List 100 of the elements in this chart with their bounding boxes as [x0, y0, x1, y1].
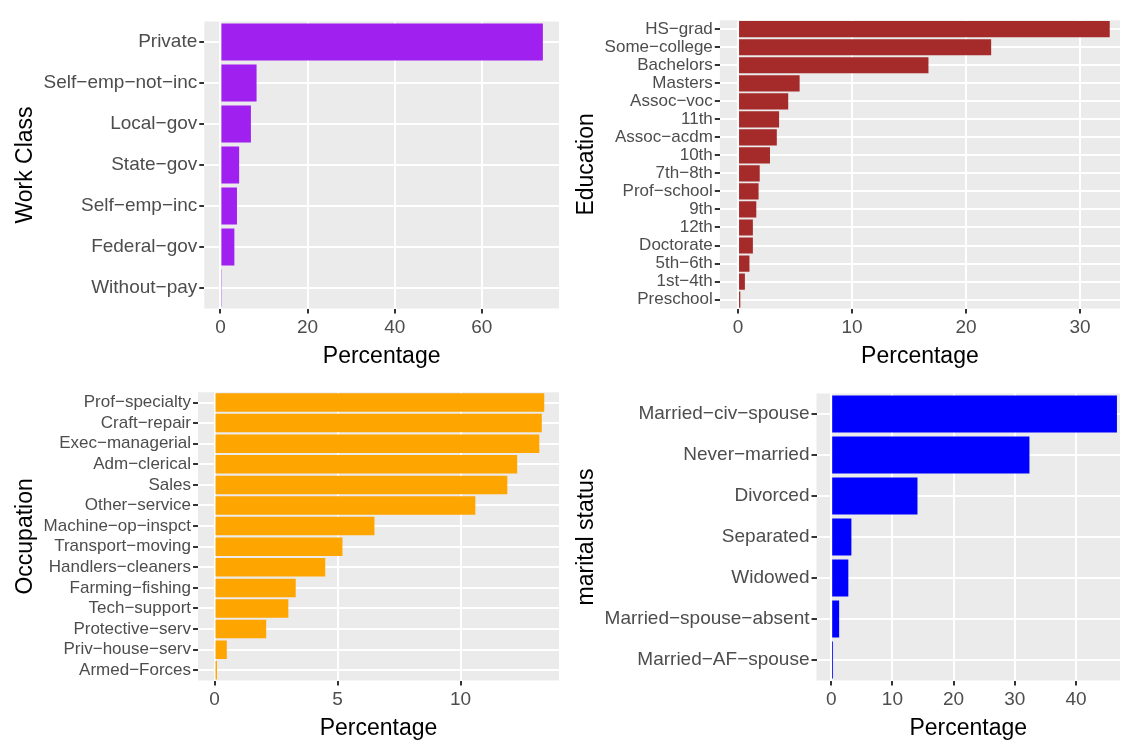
bar [832, 477, 918, 515]
x-tick-label: 60 [471, 316, 493, 338]
x-tick-label: 10 [881, 688, 903, 710]
x-tick-label: 5 [332, 688, 343, 710]
bar [739, 39, 992, 56]
bar [221, 105, 251, 143]
y-tick-label: Assoc−voc [630, 91, 714, 110]
bar [221, 146, 240, 184]
bar [221, 23, 543, 61]
y-tick-label: Sales [148, 474, 192, 494]
bar [215, 578, 296, 598]
y-axis-title: marital status [572, 468, 599, 606]
bar [221, 228, 235, 266]
y-tick-label: Priv−house−serv [63, 639, 192, 659]
y-tick-label: Federal−gov [91, 235, 198, 257]
y-tick-label: 9th [689, 199, 713, 219]
bar [739, 129, 777, 146]
bar [215, 516, 375, 536]
bar [215, 619, 267, 639]
y-tick-label: Self−emp−inc [81, 194, 198, 216]
x-tick-label: 10 [841, 316, 863, 338]
bar [739, 111, 780, 128]
y-tick-label: Transport−moving [54, 536, 192, 556]
y-tick-label: 1st−4th [656, 271, 713, 291]
y-tick-label: Married−spouse−absent [604, 607, 811, 629]
y-tick-label: Tech−support [88, 598, 192, 618]
y-tick-label: 12th [679, 217, 713, 237]
y-tick-label: Self−emp−not−inc [43, 71, 198, 93]
x-axis-title: Percentage [909, 713, 1028, 740]
y-tick-label: Exec−managerial [59, 433, 192, 453]
x-tick-label: 30 [1069, 316, 1091, 338]
y-tick-label: Married−civ−spouse [638, 402, 810, 424]
y-tick-label: Private [138, 30, 198, 52]
x-tick-label: 40 [1065, 688, 1087, 710]
y-tick-label: Armed−Forces [79, 659, 192, 679]
y-tick-label: State−gov [111, 153, 198, 175]
y-tick-label: Masters [652, 72, 713, 92]
y-tick-label: Divorced [734, 484, 810, 506]
bar [215, 393, 545, 412]
bar [215, 599, 289, 618]
y-tick-label: Other−service [84, 495, 192, 515]
bar [215, 537, 343, 556]
bar [739, 75, 800, 92]
y-tick-label: Without−pay [91, 276, 198, 298]
y-tick-label: 7th−8th [655, 163, 713, 183]
y-tick-label: Farming−fishing [69, 577, 192, 597]
y-tick-label: Assoc−acdm [615, 127, 713, 147]
bar [739, 93, 789, 110]
bar [215, 434, 540, 453]
bar [215, 455, 518, 474]
y-tick-label: Prof−specialty [83, 392, 192, 412]
bar [215, 496, 476, 515]
x-tick-label: 10 [450, 688, 472, 710]
bar [832, 436, 1030, 474]
bar [739, 57, 929, 74]
y-axis-title: Education [572, 113, 599, 216]
x-tick-label: 20 [943, 688, 965, 710]
y-tick-label: Protective−serv [73, 618, 192, 638]
y-tick-label: Handlers−cleaners [48, 556, 192, 576]
y-tick-label: HS−grad [645, 18, 713, 38]
bar [739, 21, 1110, 38]
bar [215, 475, 508, 495]
y-tick-label: Adm−clerical [93, 453, 192, 473]
y-tick-label: Local−gov [110, 112, 198, 134]
x-tick-label: 0 [215, 316, 226, 338]
bar [832, 559, 849, 597]
y-tick-label: 5th−6th [655, 253, 713, 273]
x-tick-label: 0 [825, 688, 837, 710]
bar [739, 147, 770, 164]
bar [832, 395, 1117, 433]
x-tick-label: 30 [1004, 688, 1026, 710]
x-axis-title: Percentage [319, 713, 438, 740]
x-axis-title: Percentage [322, 341, 441, 368]
x-tick-label: 40 [384, 316, 406, 338]
x-tick-label: 0 [732, 316, 744, 338]
y-tick-label: Bachelors [637, 54, 713, 74]
y-tick-label: Never−married [683, 443, 810, 465]
x-tick-label: 20 [296, 316, 319, 338]
y-tick-label: Doctorate [639, 235, 713, 255]
bar [215, 413, 542, 433]
x-tick-label: 0 [209, 688, 220, 710]
y-tick-label: Married−AF−spouse [637, 648, 810, 670]
bar [221, 64, 257, 102]
y-tick-label: Craft−repair [100, 412, 192, 432]
y-tick-label: 11th [680, 109, 713, 129]
bar [832, 600, 840, 638]
x-axis-title: Percentage [861, 341, 979, 368]
y-tick-label: Some−college [604, 36, 713, 56]
y-tick-label: 10th [679, 145, 713, 165]
y-axis-title: Work Class [11, 106, 38, 224]
y-tick-label: Separated [721, 525, 810, 547]
y-axis-title: Occupation [11, 478, 38, 595]
bar [215, 558, 326, 577]
bar [215, 640, 227, 659]
bar [221, 187, 237, 225]
bar [832, 518, 852, 556]
y-tick-label: Widowed [731, 566, 810, 588]
y-tick-label: Preschool [637, 289, 713, 309]
x-tick-label: 20 [955, 316, 977, 338]
y-tick-label: Prof−school [622, 181, 713, 201]
